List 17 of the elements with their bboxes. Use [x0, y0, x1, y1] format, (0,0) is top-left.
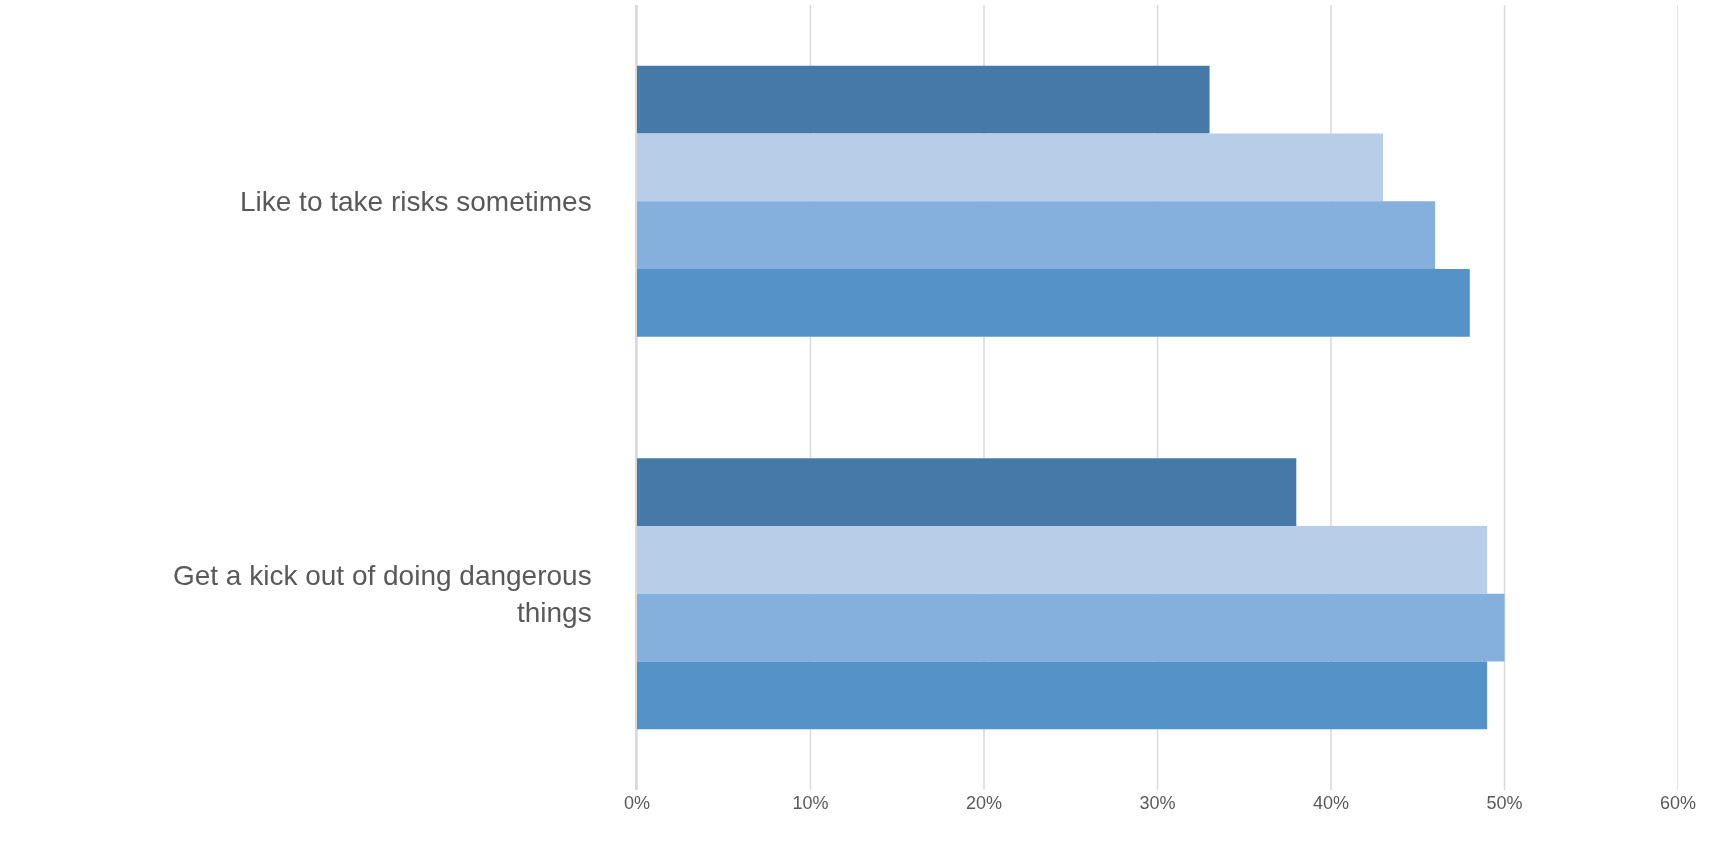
- x-tick-label: 20%: [965, 793, 1003, 813]
- x-tick-label: 60%: [1659, 793, 1697, 813]
- x-tick-label: 40%: [1312, 793, 1350, 813]
- x-tick-label: 30%: [1139, 793, 1176, 813]
- bar: [637, 65, 1210, 134]
- bar: [637, 526, 1488, 594]
- bar: [637, 133, 1384, 202]
- bar: [637, 201, 1436, 269]
- x-tick-label: 0%: [623, 793, 651, 813]
- x-tick-label: 10%: [792, 793, 829, 813]
- y-tick-label: Like to take risks sometimes: [239, 186, 592, 218]
- bar: [637, 458, 1297, 527]
- y-tick-label: Get a kick out of doing dangerous things: [172, 560, 592, 628]
- bar: [637, 593, 1505, 662]
- bar: [637, 661, 1488, 730]
- bar: [637, 268, 1470, 337]
- x-tick-label: 50%: [1486, 793, 1523, 813]
